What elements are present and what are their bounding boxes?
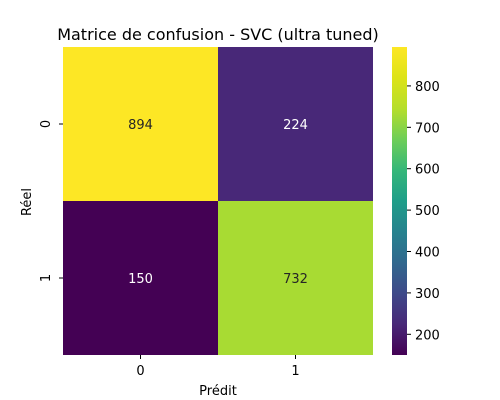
heatmap-cells <box>63 47 373 355</box>
colorbar <box>392 47 407 355</box>
colorbar-tick-label-6: 800 <box>415 80 440 95</box>
x-tick-label-1: 1 <box>291 364 299 379</box>
colorbar-tick-label-5: 700 <box>415 121 440 136</box>
cell-value-1-0: 150 <box>128 272 153 287</box>
y-tick-label-0: 0 <box>39 120 54 128</box>
cell-value-0-0: 894 <box>128 118 153 133</box>
colorbar-tick-label-4: 600 <box>415 163 440 178</box>
colorbar-ticks: 200 300 400 500 600 700 800 <box>407 80 440 343</box>
cell-value-1-1: 732 <box>283 272 308 287</box>
colorbar-tick-label-3: 500 <box>415 204 440 219</box>
y-axis-ticks: 01 <box>39 120 63 282</box>
colorbar-tick-label-1: 300 <box>415 287 440 302</box>
chart-title: Matrice de confusion - SVC (ultra tuned) <box>57 25 379 44</box>
x-axis-label: Prédit <box>199 384 237 399</box>
y-tick-label-1: 1 <box>39 274 54 282</box>
colorbar-tick-label-2: 400 <box>415 246 440 261</box>
y-axis-label: Réel <box>20 188 35 216</box>
cell-value-0-1: 224 <box>283 118 308 133</box>
x-tick-label-0: 0 <box>136 364 144 379</box>
colorbar-tick-label-0: 200 <box>415 328 440 343</box>
